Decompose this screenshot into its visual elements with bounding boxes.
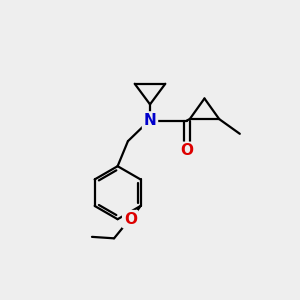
Text: N: N	[144, 113, 156, 128]
Text: O: O	[180, 143, 193, 158]
Text: O: O	[124, 212, 137, 227]
